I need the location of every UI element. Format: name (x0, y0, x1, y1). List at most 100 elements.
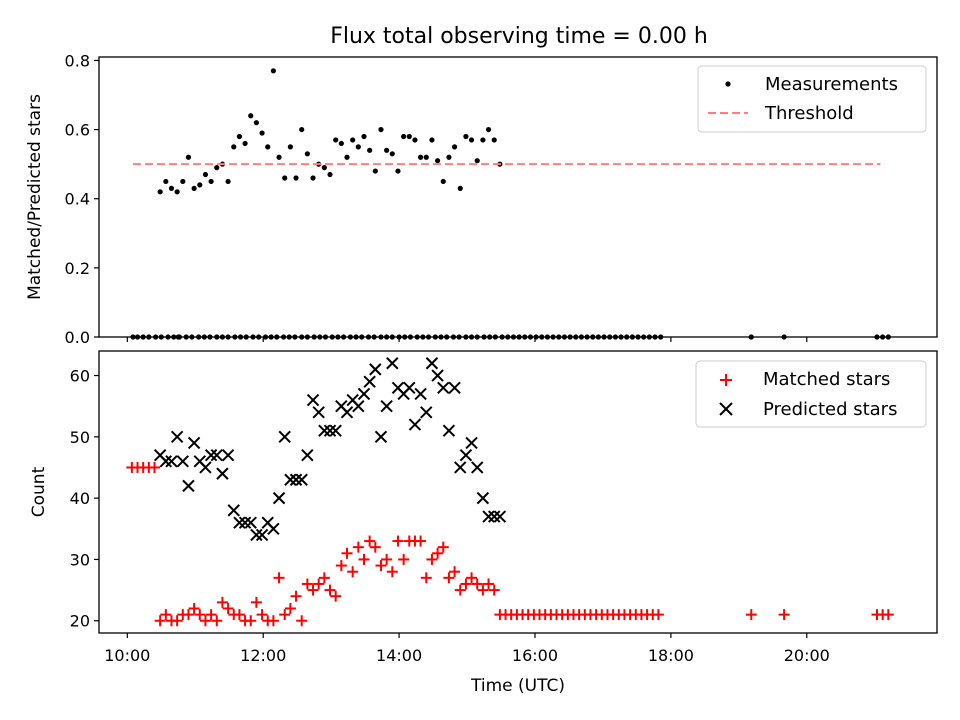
measurement-point (341, 334, 347, 340)
measurement-point (208, 178, 214, 185)
measurement-point (510, 334, 517, 340)
matched-star-point (188, 602, 200, 614)
measurement-point (635, 334, 641, 340)
measurement-point (395, 168, 401, 174)
top-panel: 0.00.20.40.60.8 Matched/Predicted stars … (25, 51, 938, 347)
measurement-point (168, 185, 175, 191)
measurement-point (584, 334, 590, 340)
measurement-point (567, 334, 573, 340)
predicted-star-point (374, 430, 388, 444)
predicted-star-point (420, 406, 433, 419)
predicted-star-point (278, 430, 291, 444)
bottom-x-tick-label: 16:00 (512, 646, 558, 665)
matched-star-point (882, 609, 894, 621)
matched-star-point (279, 609, 291, 621)
matched-star-point (483, 578, 495, 590)
matched-star-point (160, 609, 172, 621)
matched-star-point (313, 578, 325, 590)
measurement-point (146, 334, 152, 340)
measurement-point (401, 133, 407, 140)
measurement-point (629, 334, 635, 340)
predicted-star-point (187, 436, 201, 450)
measurement-point (361, 133, 367, 140)
measurement-point (456, 334, 462, 340)
measurement-point (344, 154, 350, 160)
predicted-star-point (210, 449, 223, 462)
measurement-point (183, 334, 189, 340)
measurement-point (232, 334, 238, 340)
measurement-point (624, 334, 630, 340)
predicted-star-point (199, 461, 212, 474)
measurement-point (446, 154, 452, 160)
measurement-point (304, 334, 310, 340)
measurement-point (163, 178, 169, 185)
matched-star-point (171, 615, 183, 627)
measurement-point (487, 334, 493, 340)
matched-star-point (449, 566, 461, 578)
predicted-star-point (340, 406, 354, 419)
top-y-tick-label: 0.6 (65, 121, 90, 140)
measurement-point (276, 154, 282, 160)
measurement-point (197, 182, 203, 188)
predicted-star-point (482, 510, 495, 523)
predicted-star-point (386, 357, 399, 370)
bottom-x-ticks: 10:00 12:00 14:00 16:00 18:00 20:00 (104, 633, 830, 665)
bottom-y-tick-label: 40 (70, 489, 90, 508)
measurement-point (434, 158, 441, 164)
matched-star-point (364, 535, 376, 547)
predicted-star-point (493, 510, 507, 523)
predicted-star-point (204, 449, 218, 462)
measurement-point (242, 140, 248, 147)
matched-star-point (454, 584, 466, 596)
measurement-point (153, 334, 159, 340)
measurement-point (378, 126, 384, 133)
predicted-star-point (369, 363, 382, 376)
predicted-star-point (244, 516, 257, 529)
measurement-point (299, 126, 305, 133)
measurement-point (365, 334, 372, 340)
predicted-star-point (312, 406, 325, 419)
matched-star-point (460, 578, 472, 590)
measurement-point (451, 144, 458, 150)
measurement-point (463, 334, 469, 340)
predicted-star-point (403, 381, 416, 394)
predicted-star-point (437, 381, 450, 394)
measurement-point (304, 151, 310, 157)
measurement-point (237, 334, 244, 340)
measurement-point (378, 334, 384, 340)
matched-star-point (267, 615, 279, 627)
measurement-point (491, 137, 497, 143)
measurement-point (384, 334, 390, 340)
top-y-ticks: 0.0 0.2 0.4 0.6 0.8 (65, 51, 99, 347)
predicted-star-point (465, 436, 478, 450)
matched-star-point (477, 584, 489, 596)
legend-measurements-marker (725, 81, 731, 87)
predicted-star-point (380, 399, 393, 413)
matched-star-point (154, 615, 166, 627)
measurement-point (407, 334, 414, 340)
matched-star-point (432, 547, 444, 559)
measurement-point (748, 334, 754, 340)
matched-star-point (301, 578, 313, 590)
measurement-point (292, 334, 298, 340)
matched-star-point (256, 609, 268, 621)
measurement-point (429, 137, 435, 143)
matched-star-point (369, 541, 381, 553)
measurement-point (359, 334, 365, 340)
measurement-point (367, 147, 373, 153)
top-y-tick-label: 0.4 (65, 190, 90, 209)
measurement-point (389, 151, 395, 157)
bottom-x-tick-label: 18:00 (648, 646, 694, 665)
predicted-star-point (454, 461, 467, 474)
measurement-point (450, 334, 457, 340)
bottom-y-axis-label: Count (29, 466, 49, 517)
measurement-point (402, 334, 408, 340)
bottom-axes-frame (98, 350, 938, 634)
top-y-tick-label: 0.2 (65, 259, 90, 278)
matched-star-point (148, 461, 160, 473)
predicted-star-point (363, 375, 376, 388)
measurement-point (468, 137, 475, 143)
measurement-point (590, 334, 596, 340)
measurement-point (544, 334, 551, 340)
